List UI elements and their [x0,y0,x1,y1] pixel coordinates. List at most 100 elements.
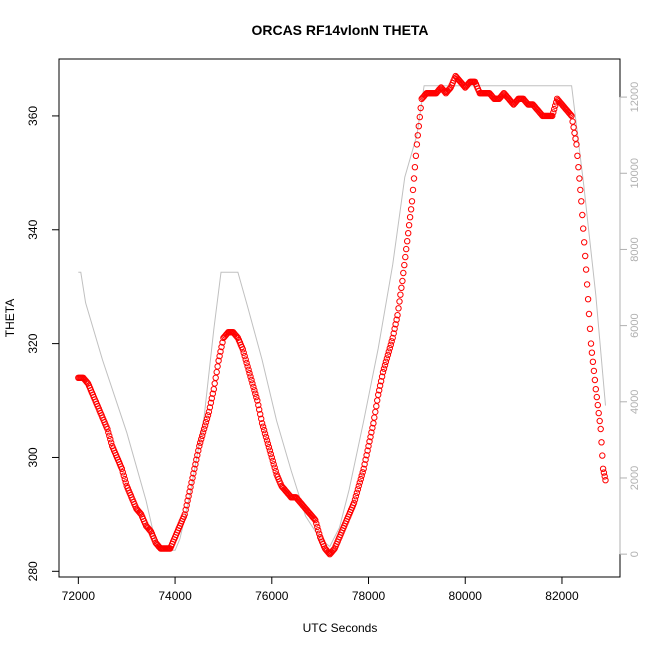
theta-point [581,239,588,246]
theta-point [582,266,590,273]
theta-point [270,461,277,468]
theta-point [397,291,404,298]
theta-point [201,422,209,429]
theta-point [593,393,600,401]
theta-point [188,479,195,486]
theta-point [409,186,417,194]
theta-point [600,469,608,476]
theta-point [239,346,247,353]
theta-point [551,105,558,113]
theta-point [582,252,589,260]
y2-tick-label: 8000 [629,237,641,261]
theta-point [365,442,372,450]
theta-point [268,454,275,461]
theta-point [243,359,250,367]
theta-point [586,325,594,332]
theta-point [396,298,403,305]
y-axis-label: THETA [3,299,17,337]
theta-point [194,452,201,459]
theta-point [405,222,413,229]
theta-point [580,225,587,232]
theta-point [361,461,368,468]
theta-point [376,382,384,389]
theta-point [187,483,194,491]
theta-point [119,469,127,476]
y2-tick-label: 2000 [629,466,641,490]
y-tick-label: 360 [26,106,40,126]
theta-point [121,475,129,483]
theta-point [261,430,269,437]
theta-point [355,482,362,490]
theta-point [183,502,190,509]
theta-point [246,370,253,377]
theta-point [588,349,596,356]
theta-point [366,438,373,445]
y-tick-label: 280 [26,561,40,581]
y2-tick-label: 10000 [629,158,641,189]
theta-point [264,440,272,447]
theta-point [363,452,370,459]
theta-point [595,409,602,417]
theta-point [219,339,226,346]
theta-point [589,358,597,365]
y-tick-label: 320 [26,333,40,353]
theta-point [414,132,421,139]
theta-point [567,111,574,119]
theta-point [313,520,320,527]
theta-point [413,141,421,148]
theta-point [579,211,586,219]
y2-tick-label: 12000 [629,82,641,113]
theta-point [262,433,270,441]
theta-point [203,415,211,422]
theta-point [587,340,595,347]
theta-point [257,411,264,418]
theta-point [406,214,414,221]
theta-point [368,429,375,436]
theta-point [259,423,267,430]
theta-point [190,470,197,477]
theta-point [585,310,593,318]
theta-point [384,351,392,359]
theta-point [376,387,383,394]
x-tick-label: 72000 [62,589,96,603]
x-tick-label: 80000 [449,589,483,603]
theta-point [401,261,408,269]
y-axis: 280 300 320 340 360 [26,106,60,581]
y2-axis: 0 2000 4000 6000 8000 10000 12000 [619,82,641,557]
theta-point [146,527,154,534]
theta-point [250,383,257,391]
theta-point [241,352,248,360]
theta-point [390,330,397,337]
theta-point [195,447,202,454]
theta-point [393,316,400,323]
x-tick-label: 78000 [352,589,386,603]
theta-point [233,333,241,340]
theta-point [272,467,279,475]
theta-point [591,376,599,384]
theta-point [357,475,364,483]
altitude-line [78,85,606,551]
theta-point [417,104,424,112]
theta-point [573,141,580,148]
theta-point [358,472,365,479]
theta-point [403,245,410,253]
theta-point [184,497,191,504]
theta-point [247,373,254,380]
theta-point [216,352,223,360]
theta-point [360,465,367,472]
theta-point [260,426,268,434]
theta-point [185,493,192,500]
theta-point [602,477,609,484]
theta-point [258,420,266,427]
theta-point [375,391,382,398]
theta-point [574,152,581,160]
theta-point [137,510,144,517]
theta-point [200,425,208,433]
theta-point [205,408,213,416]
theta-point [199,432,206,439]
theta-point [416,113,423,121]
y2-tick-label: 0 [629,551,641,557]
theta-point [381,362,389,369]
theta-point [597,425,604,433]
